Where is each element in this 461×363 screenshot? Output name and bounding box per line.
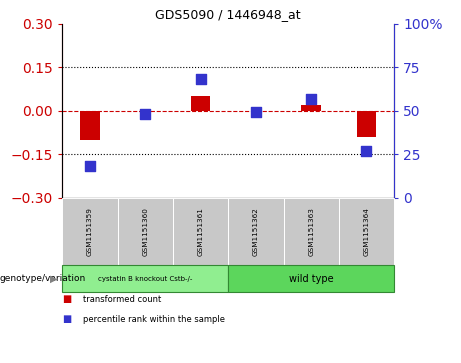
Point [86, 164, 94, 170]
Text: GSM1151363: GSM1151363 [308, 207, 314, 256]
Text: transformed count: transformed count [83, 295, 161, 304]
Bar [301, 105, 321, 111]
Text: wild type: wild type [289, 274, 333, 284]
Text: GSM1151361: GSM1151361 [197, 207, 204, 256]
Point [252, 110, 260, 115]
Text: GSM1151362: GSM1151362 [253, 207, 259, 256]
Point [197, 77, 204, 82]
Text: genotype/variation: genotype/variation [0, 274, 86, 283]
Text: GSM1151364: GSM1151364 [363, 207, 370, 256]
Point [307, 95, 315, 101]
Title: GDS5090 / 1446948_at: GDS5090 / 1446948_at [155, 8, 301, 21]
Point [142, 111, 149, 117]
Text: GSM1151360: GSM1151360 [142, 207, 148, 256]
Bar [80, 111, 100, 140]
Text: ■: ■ [62, 294, 71, 305]
Bar [191, 96, 210, 111]
Point [363, 148, 370, 154]
Text: cystatin B knockout Cstb-/-: cystatin B knockout Cstb-/- [98, 276, 192, 282]
Text: GSM1151359: GSM1151359 [87, 207, 93, 256]
Text: ▶: ▶ [50, 274, 58, 284]
Text: ■: ■ [62, 314, 71, 325]
Text: percentile rank within the sample: percentile rank within the sample [83, 315, 225, 324]
Bar [357, 111, 376, 137]
